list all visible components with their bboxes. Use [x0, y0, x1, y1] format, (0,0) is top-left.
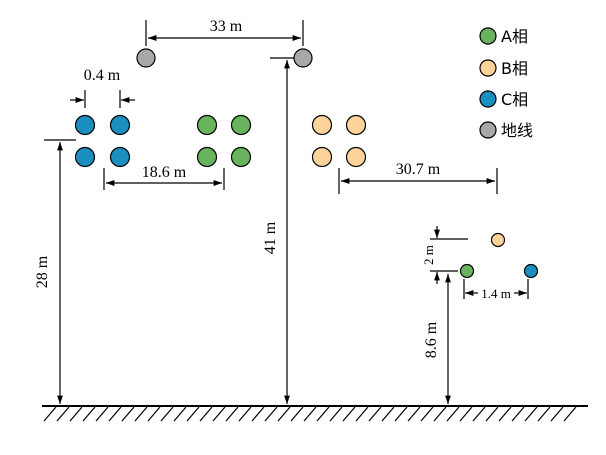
- legend-swatch: [479, 27, 497, 45]
- ground-hatch-line: [394, 406, 408, 422]
- dimension-subconductor-spacing: 0.4 m: [70, 67, 135, 108]
- ground-hatch-line: [498, 406, 512, 422]
- dimension-small-line-vertical: 2 m: [421, 226, 468, 284]
- legend-label: 地线: [501, 121, 533, 140]
- ground-hatch-line: [173, 406, 187, 422]
- ground-hatch-line: [290, 406, 304, 422]
- ground-hatch-line: [342, 406, 356, 422]
- dimension-conductor-height: 28 m: [34, 139, 76, 404]
- ground-hatch-line: [550, 406, 564, 422]
- dimension-small-line-height: 8.6 m: [423, 274, 451, 404]
- ground-hatch-line: [95, 406, 109, 422]
- phase-c-subconductor: [74, 114, 96, 136]
- dimension-ground-wire-height: 41 m: [262, 57, 294, 404]
- ground-hatch-line: [472, 406, 486, 422]
- ground-hatch-line: [381, 406, 395, 422]
- ground-hatch-line: [43, 406, 57, 422]
- legend-swatch: [479, 90, 497, 108]
- ground-hatch-line: [537, 406, 551, 422]
- dimension-ground-wire-spacing: 33 m: [145, 18, 304, 46]
- ground-hatch-line: [316, 406, 330, 422]
- dimension-label-41m: 41 m: [262, 221, 279, 254]
- legend-label: B相: [501, 59, 528, 78]
- ground-hatch-line: [225, 406, 239, 422]
- ground-hatch-line: [134, 406, 148, 422]
- legend-item-phase-b: B相: [479, 59, 528, 78]
- legend: A相 B相 C相 地线: [479, 27, 533, 140]
- dimension-label-1-4m: 1.4 m: [481, 286, 511, 301]
- ground-hatch-line: [147, 406, 161, 422]
- ground-hatch-line: [186, 406, 200, 422]
- phase-b-subconductor: [311, 114, 333, 136]
- legend-swatch: [479, 121, 497, 139]
- ground-wire-right: [293, 48, 313, 68]
- ground-hatch-line: [82, 406, 96, 422]
- ground-hatch-line: [563, 406, 577, 422]
- ground-hatch-line: [524, 406, 538, 422]
- ground-hatch-line: [459, 406, 473, 422]
- phase-a-subconductor: [196, 114, 218, 136]
- small-line-phase-a: [459, 263, 475, 279]
- phase-a-subconductor: [230, 114, 252, 136]
- dimension-label-8-6m: 8.6 m: [423, 321, 440, 358]
- dimension-phase-spacing-right: 30.7 m: [338, 161, 498, 194]
- ground-hatch-line: [485, 406, 499, 422]
- ground-hatch-line: [407, 406, 421, 422]
- dimension-label-2m: 2 m: [421, 245, 436, 265]
- ground-hatch-line: [251, 406, 265, 422]
- dimension-label-28m: 28 m: [34, 255, 51, 288]
- ground-hatch-line: [511, 406, 525, 422]
- dimension-phase-spacing-left: 18.6 m: [103, 164, 225, 190]
- phase-c-subconductor: [74, 146, 96, 168]
- ground-wire-left: [136, 48, 156, 68]
- legend-item-phase-c: C相: [479, 90, 528, 109]
- ground-hatch-line: [69, 406, 83, 422]
- ground-hatch-line: [160, 406, 174, 422]
- legend-item-ground-wire: 地线: [479, 121, 533, 140]
- ground-hatch-line: [329, 406, 343, 422]
- phase-c-bundle: [74, 114, 131, 168]
- ground-hatch-line: [121, 406, 135, 422]
- ground-hatch-line: [108, 406, 122, 422]
- dimension-label-30-7m: 30.7 m: [396, 161, 441, 178]
- legend-label: A相: [501, 27, 528, 46]
- phase-a-subconductor: [230, 146, 252, 168]
- ground-hatch-line: [212, 406, 226, 422]
- ground-hatching: [43, 406, 577, 422]
- phase-b-subconductor: [311, 146, 333, 168]
- legend-swatch: [479, 59, 497, 77]
- ground-hatch-line: [303, 406, 317, 422]
- ground-hatch-line: [199, 406, 213, 422]
- small-line-conductors: [459, 232, 539, 279]
- ground-hatch-line: [264, 406, 278, 422]
- ground-hatch-line: [446, 406, 460, 422]
- dimension-label-18-6m: 18.6 m: [142, 164, 187, 181]
- legend-label: C相: [501, 90, 528, 109]
- legend-item-phase-a: A相: [479, 27, 528, 46]
- dimension-label-0-4m: 0.4 m: [84, 67, 121, 84]
- ground-hatch-line: [433, 406, 447, 422]
- ground-hatch-line: [355, 406, 369, 422]
- ground-hatch-line: [56, 406, 70, 422]
- phase-b-subconductor: [345, 146, 367, 168]
- phase-b-bundle: [311, 114, 367, 168]
- ground-hatch-line: [368, 406, 382, 422]
- small-line-phase-c: [523, 263, 539, 279]
- ground-hatch-line: [277, 406, 291, 422]
- ground-hatch-line: [420, 406, 434, 422]
- phase-b-subconductor: [345, 114, 367, 136]
- ground: [42, 405, 588, 422]
- phase-c-subconductor: [109, 114, 131, 136]
- phase-a-subconductor: [196, 146, 218, 168]
- dimension-label-33m: 33 m: [210, 18, 243, 35]
- small-line-phase-b: [490, 232, 506, 248]
- ground-wires: [136, 48, 313, 68]
- dimension-small-line-horizontal: 1.4 m: [463, 279, 529, 301]
- phase-a-bundle: [196, 114, 252, 168]
- phase-c-subconductor: [109, 146, 131, 168]
- ground-hatch-line: [238, 406, 252, 422]
